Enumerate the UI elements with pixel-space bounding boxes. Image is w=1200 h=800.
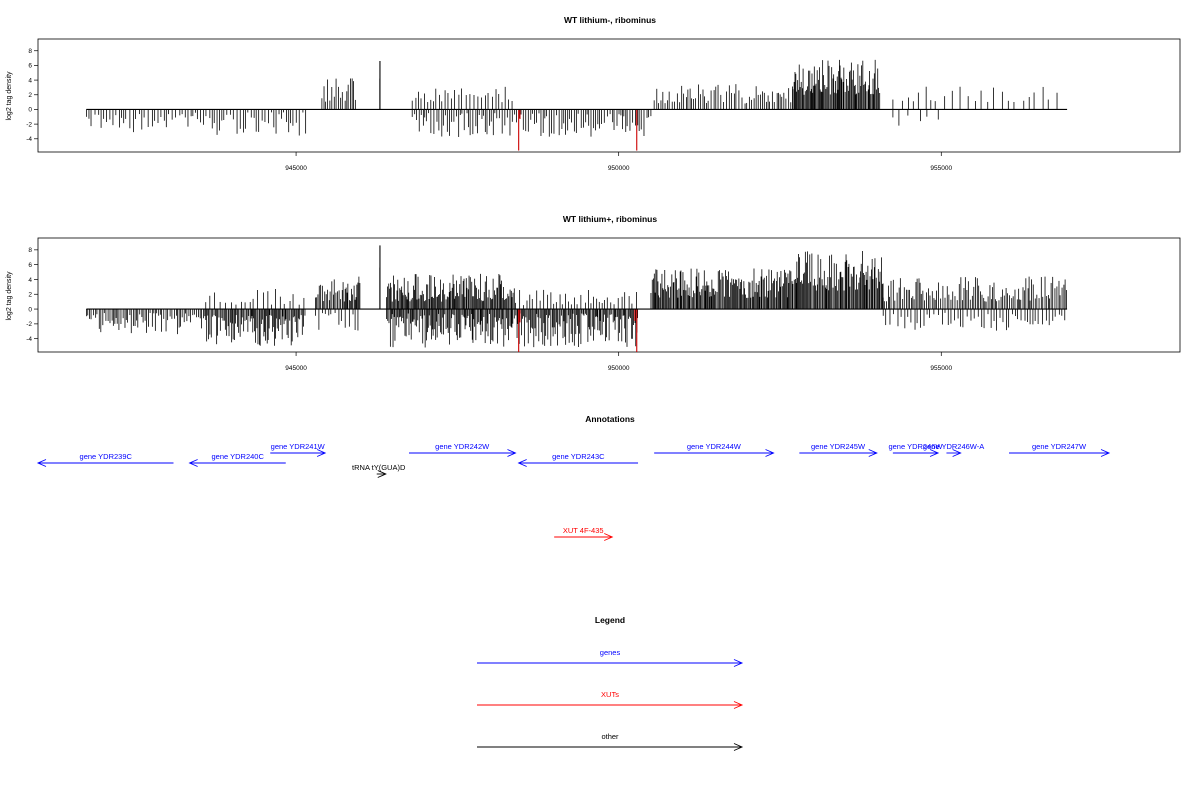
annotations-title: Annotations <box>585 414 635 424</box>
arrow-head <box>929 449 940 457</box>
arrow-head <box>507 449 517 457</box>
legend-label: other <box>601 732 619 741</box>
arrow-head <box>36 459 47 467</box>
x-tick-label: 955000 <box>930 365 952 372</box>
y-tick-label: 8 <box>28 48 32 55</box>
track-title-lithium-minus: WT lithium-, ribominus <box>564 15 656 25</box>
arrow-head <box>188 459 198 467</box>
feature-gene: gene YDR242W <box>408 442 517 457</box>
arrow-head <box>517 459 527 467</box>
y-tick-label: 4 <box>28 277 32 284</box>
track-plot-lithium-minus: WT lithium-, ribominus log2 tag density … <box>6 15 1181 172</box>
legend-arrow-head <box>733 701 744 709</box>
x-tick-label: 950000 <box>608 365 630 372</box>
feature-other: tRNA tY(GUA)D <box>352 463 406 478</box>
feature-label: XUT 4F-435 <box>563 526 604 535</box>
y-axis-label-lithium-minus: log2 tag density <box>6 71 13 121</box>
x-tick-label: 945000 <box>285 365 307 372</box>
feature-gene: gene YDR247W <box>1009 442 1111 457</box>
legend-item-xuts: XUTs <box>477 690 744 709</box>
feature-gene: gene YDR243C <box>517 452 639 467</box>
legend-item-other: other <box>477 732 744 751</box>
feature-label: gene YDR242W <box>435 442 490 451</box>
plot-frame <box>37 38 1181 153</box>
y-axis-label-lithium-plus: log2 tag density <box>6 271 13 321</box>
legend-title: Legend <box>595 615 625 625</box>
arrow-head <box>316 449 327 457</box>
feature-label: gene YDR247W <box>1032 442 1087 451</box>
arrow-head <box>952 449 962 457</box>
y-tick-label: 6 <box>28 262 32 269</box>
y-tick-label: 4 <box>28 77 32 84</box>
y-tick-label: 2 <box>28 292 32 299</box>
track-title-lithium-plus: WT lithium+, ribominus <box>563 214 657 224</box>
y-tick-label: -4 <box>26 136 32 143</box>
plot-frame <box>37 237 1181 353</box>
feature-gene: gene YDR246W <box>888 442 943 457</box>
feature-gene: gene YDR239C <box>36 452 174 467</box>
feature-label: gene YDR246W-A <box>923 442 984 451</box>
arrow-head <box>377 470 387 478</box>
legend-label: genes <box>600 648 621 657</box>
feature-gene: gene YDR246W-A <box>923 442 984 457</box>
feature-gene: gene YDR244W <box>654 442 775 457</box>
y-tick-label: 0 <box>28 107 32 114</box>
x-tick-label: 955000 <box>930 165 952 172</box>
legend-arrow-head <box>733 743 744 751</box>
y-tick-label: -2 <box>26 321 32 328</box>
arrow-head <box>765 449 775 457</box>
feature-label: gene YDR239C <box>80 452 133 461</box>
feature-xut: XUT 4F-435 <box>554 526 614 541</box>
feature-gene: gene YDR241W <box>270 442 327 457</box>
x-tick-label: 950000 <box>608 165 630 172</box>
y-tick-label: 8 <box>28 247 32 254</box>
feature-label: gene YDR244W <box>687 442 742 451</box>
x-tick-label: 945000 <box>285 165 307 172</box>
signal-bars <box>85 59 1058 151</box>
y-tick-label: -4 <box>26 336 32 343</box>
arrow-head <box>1100 449 1111 457</box>
feature-label: gene YDR245W <box>811 442 866 451</box>
y-tick-label: -2 <box>26 121 32 128</box>
y-tick-label: 2 <box>28 92 32 99</box>
feature-gene: gene YDR240C <box>188 452 286 467</box>
legend: Legend genes XUTs other <box>477 615 744 751</box>
annotations-track: Annotations gene YDR239C gene YDR240C gene… <box>36 414 1111 541</box>
y-tick-label: 6 <box>28 63 32 70</box>
feature-label: gene YDR246W <box>888 442 943 451</box>
arrow-head <box>604 533 614 541</box>
feature-label: tRNA tY(GUA)D <box>352 463 406 472</box>
feature-label: gene YDR241W <box>271 442 326 451</box>
legend-arrow-head <box>733 659 744 667</box>
feature-label: gene YDR240C <box>211 452 264 461</box>
y-tick-label: 0 <box>28 306 32 313</box>
track-plot-lithium-plus: WT lithium+, ribominus log2 tag density … <box>6 214 1181 372</box>
feature-gene: gene YDR245W <box>799 442 878 457</box>
feature-label: gene YDR243C <box>552 452 605 461</box>
legend-label: XUTs <box>601 690 619 699</box>
arrow-head <box>868 449 878 457</box>
signal-bars <box>85 245 1067 352</box>
legend-item-genes: genes <box>477 648 744 667</box>
